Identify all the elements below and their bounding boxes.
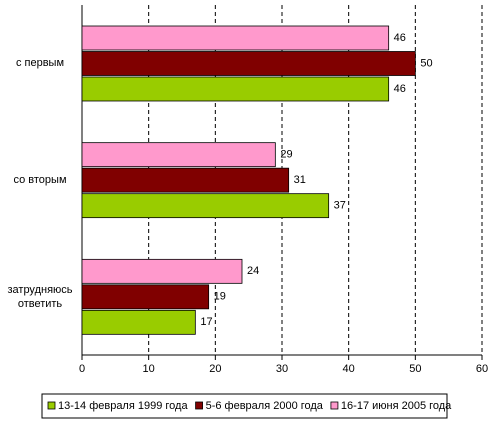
legend-box [41, 393, 448, 419]
bar [81, 309, 196, 335]
legend-label: 13-14 февраля 1999 года [58, 400, 188, 412]
x-tick-label: 40 [343, 363, 355, 375]
legend-label: 5-6 февраля 2000 года [206, 400, 324, 412]
x-tick-label: 10 [143, 363, 155, 375]
bar [81, 167, 290, 193]
category-label: с первым [15, 57, 65, 70]
x-tick-label: 50 [409, 363, 421, 375]
x-tick-label: 0 [79, 363, 85, 375]
legend-swatch [195, 401, 203, 410]
value-label: 19 [214, 291, 226, 303]
legend-swatch [330, 401, 339, 410]
category-label: затрудняюсь ответить [7, 283, 73, 310]
x-tick-label: 20 [209, 363, 221, 375]
bar [81, 25, 390, 51]
bar [81, 142, 276, 168]
category-label: со вторым [13, 174, 67, 186]
value-label: 29 [280, 149, 292, 161]
legend-label: 16-17 июня 2005 года [341, 400, 452, 412]
value-label: 31 [294, 174, 306, 186]
value-label: 17 [200, 316, 212, 328]
bar [81, 193, 330, 219]
value-label: 46 [394, 32, 406, 44]
value-label: 46 [394, 83, 406, 95]
bar [81, 284, 210, 310]
x-tick-label: 30 [276, 363, 288, 375]
bar [81, 258, 243, 284]
value-label: 37 [334, 200, 346, 212]
x-tick-label: 60 [476, 363, 488, 375]
bar [81, 76, 390, 102]
bar [81, 51, 416, 76]
value-label: 24 [247, 265, 259, 277]
legend-swatch [47, 401, 56, 410]
value-label: 50 [420, 57, 432, 69]
